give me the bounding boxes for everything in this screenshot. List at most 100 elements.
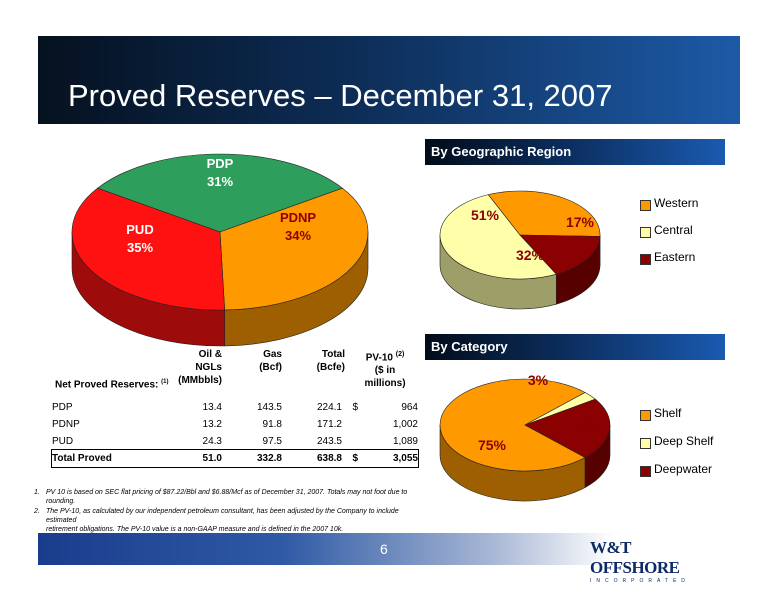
pie1-slice-pdp xyxy=(96,153,344,233)
cell-pv10: 964 xyxy=(401,402,418,413)
cell-gas: 91.8 xyxy=(262,419,282,430)
col-header-oil: Oil & NGLs (MMbbls) xyxy=(170,348,222,387)
pie2-slice-western xyxy=(439,194,557,280)
cell-oil: 13.2 xyxy=(202,419,222,430)
cell-dollar: $ xyxy=(352,453,358,464)
legend-shelf: Shelf xyxy=(654,406,682,420)
col-header-pv10-line2: ($ in millions) xyxy=(364,365,406,390)
pie1-value-label: 34% xyxy=(285,228,311,243)
cell-oil: 51.0 xyxy=(202,453,222,464)
footnote-number: 2. xyxy=(34,508,40,515)
net-proved-label: Net Proved Reserves: (1) xyxy=(55,379,169,390)
col-header-total-line2: (Bcfe) xyxy=(316,362,345,373)
pie2-value-label: 17% xyxy=(566,214,595,230)
footnote: 1. PV 10 is based on SEC flat pricing of … xyxy=(34,488,424,506)
pie1-category-label: PDP xyxy=(207,156,234,171)
reserves-table: PDP 13.4 143.5 224.1 $964 PDNP 13.2 91.8 171.2 1,… xyxy=(51,399,419,468)
legend-deep-shelf: Deep Shelf xyxy=(654,434,714,448)
table-headers: Oil & NGLs (MMbbls) Gas (Bcf) Total (Bcf… xyxy=(170,348,420,389)
footnote-line: PV 10 is based on SEC flat pricing of $8… xyxy=(46,489,408,496)
logo-main-text: W&T OFFSHORE xyxy=(590,538,680,577)
title-bar xyxy=(38,36,740,124)
table-row: PDNP 13.2 91.8 171.2 1,002 xyxy=(52,416,418,433)
region-legend: Western Central Eastern xyxy=(640,195,730,275)
col-header-gas-line1: Gas xyxy=(263,349,282,360)
legend-swatch-deep-shelf xyxy=(640,438,651,449)
pv10-label: PV-10 xyxy=(365,352,393,364)
pv10-footnote-ref: (2) xyxy=(395,351,405,358)
category-section-header: By Category xyxy=(425,334,725,360)
pie1-category-label: PDNP xyxy=(280,210,316,225)
pie1-value-label: 31% xyxy=(207,174,233,189)
footnotes: 1. PV 10 is based on SEC flat pricing of … xyxy=(34,488,424,535)
pie3-value-label: 22% xyxy=(568,417,597,433)
legend-swatch-eastern xyxy=(640,254,651,265)
pie2-slice-eastern xyxy=(519,234,601,275)
col-header-gas: Gas (Bcf) xyxy=(240,348,282,374)
logo-sub-text: INCORPORATED xyxy=(590,578,690,584)
cell-total: 224.1 xyxy=(316,402,342,413)
net-proved-footnote-ref: (1) xyxy=(161,379,169,385)
col-header-oil-line1: Oil & NGLs xyxy=(195,349,222,373)
legend-central: Central xyxy=(654,223,693,237)
cell-gas: 97.5 xyxy=(262,436,282,447)
footnote-line: retirement obligations. The PV-10 value … xyxy=(46,526,344,533)
table-row: PDP 13.4 143.5 224.1 $964 xyxy=(52,399,418,416)
pie2-slice-central xyxy=(487,190,601,237)
cell-pv10: 1,002 xyxy=(392,419,418,430)
footnote-line: The PV-10, as calculated by our independ… xyxy=(46,508,399,524)
legend-swatch-western xyxy=(640,200,651,211)
col-header-total: Total (Bcfe) xyxy=(300,348,345,374)
legend-swatch-shelf xyxy=(640,410,651,421)
region-pie: 51% 32% 17% xyxy=(439,190,601,310)
cell-total: 638.8 xyxy=(316,453,342,464)
cell-oil: 13.4 xyxy=(202,402,222,413)
cell-dollar xyxy=(342,416,358,433)
net-proved-text: Net Proved Reserves: xyxy=(55,379,159,391)
pie3-slice-deepwater xyxy=(524,398,611,458)
pie3-value-label: 75% xyxy=(478,437,507,453)
category-pie: 75% 3% 22% xyxy=(439,372,611,502)
pie1-value-label: 35% xyxy=(127,240,153,255)
cell-label: PDNP xyxy=(52,419,80,430)
pie1-category-label: PUD xyxy=(126,222,153,237)
page-number: 6 xyxy=(380,541,388,557)
table-row: PUD 24.3 97.5 243.5 1,089 xyxy=(52,433,418,450)
footnote-number: 1. xyxy=(34,489,40,496)
cell-gas: 332.8 xyxy=(256,453,282,464)
reserves-type-pie: PDP 31% PDNP 34% PUD 35% xyxy=(71,153,369,347)
col-header-oil-line2: (MMbbls) xyxy=(178,375,222,386)
pie2-value-label: 32% xyxy=(516,247,545,263)
cell-label: PDP xyxy=(52,402,73,413)
legend-swatch-central xyxy=(640,227,651,238)
legend-eastern: Eastern xyxy=(654,250,696,264)
pie1-slice-pdnp xyxy=(219,187,369,311)
page-title: Proved Reserves – December 31, 2007 xyxy=(68,78,613,113)
cell-total: 243.5 xyxy=(316,436,342,447)
pie1-slice-pud xyxy=(71,187,225,311)
cell-gas: 143.5 xyxy=(256,402,282,413)
col-header-gas-line2: (Bcf) xyxy=(259,362,282,373)
cell-dollar: $ xyxy=(352,402,358,413)
cell-pv10: 3,055 xyxy=(392,453,418,464)
region-section-header: By Geographic Region xyxy=(425,139,725,165)
cell-dollar xyxy=(342,433,358,450)
footnote-line: rounding. xyxy=(46,498,76,505)
pie2-value-label: 51% xyxy=(471,207,500,223)
pie3-value-label: 3% xyxy=(528,372,549,388)
pie3-slice-shelf xyxy=(439,378,586,472)
cell-total: 171.2 xyxy=(316,419,342,430)
cell-pv10: 1,089 xyxy=(392,436,418,447)
footnote: 2. The PV-10, as calculated by our indepe… xyxy=(34,507,424,534)
category-legend: Shelf Deep Shelf Deepwater xyxy=(640,405,740,485)
cell-label: Total Proved xyxy=(52,453,112,464)
legend-swatch-deepwater xyxy=(640,466,651,477)
footer-bar xyxy=(38,533,740,565)
table-total-row: Total Proved 51.0 332.8 638.8 $3,055 xyxy=(51,449,419,468)
company-logo: W&T OFFSHORE INCORPORATED xyxy=(590,538,720,584)
col-header-pv10-line1: PV-10 (2) xyxy=(353,348,417,364)
col-header-pv10: PV-10 (2) ($ in millions) xyxy=(353,348,417,390)
legend-western: Western xyxy=(654,196,699,210)
col-header-total-line1: Total xyxy=(321,349,345,360)
cell-label: PUD xyxy=(52,436,74,447)
